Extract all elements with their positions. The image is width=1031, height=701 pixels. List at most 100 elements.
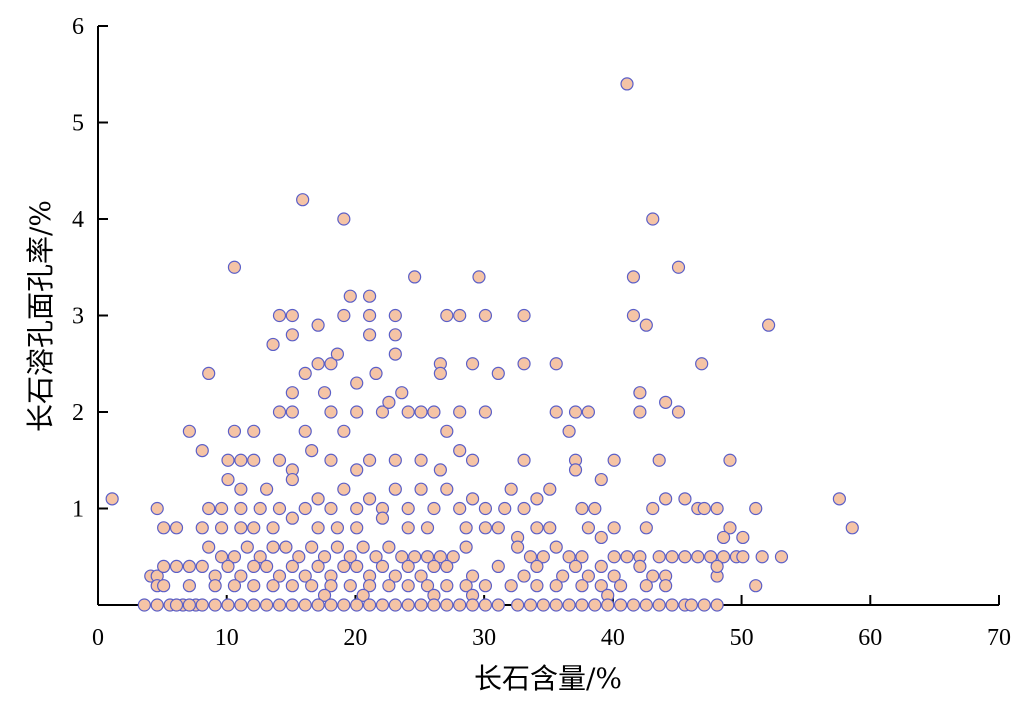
data-point [723,453,737,467]
data-point [665,550,679,564]
data-point [414,405,428,419]
data-point [427,501,441,516]
data-point [285,405,299,419]
data-point [511,540,525,554]
data-point [710,598,724,612]
data-point [607,521,621,535]
data-point [247,598,261,612]
data-point [260,482,274,496]
data-point [613,598,628,612]
data-point [607,550,621,564]
data-point [150,598,164,612]
data-point [247,521,261,535]
data-point [356,540,370,554]
data-point [182,598,196,612]
data-point [832,492,846,506]
data-point [517,501,531,516]
data-point [260,559,274,574]
data-point [440,598,454,612]
data-point [549,579,563,593]
data-point [247,424,261,438]
data-point [214,501,229,516]
data-point [369,550,383,564]
data-point [298,424,312,438]
data-point [549,598,563,612]
data-point [388,453,402,467]
data-point [272,569,287,583]
data-point [296,193,310,207]
data-point [414,453,428,467]
data-point [433,366,447,380]
data-point [272,598,287,612]
y-tick-label: 4 [72,207,84,233]
data-point [626,308,641,323]
data-point [697,501,711,516]
data-point [350,463,364,477]
data-point [343,579,357,593]
data-point [234,482,248,496]
data-point [530,579,544,593]
data-point [646,212,660,226]
data-point [472,270,486,284]
data-point [169,521,184,535]
data-point [678,492,692,506]
data-point [388,482,402,496]
data-point [169,598,184,612]
data-point [633,559,647,574]
data-point [465,357,480,371]
data-point [227,424,242,438]
data-point [350,376,364,390]
data-point [382,395,396,409]
data-point [388,308,402,323]
data-point [626,270,641,284]
data-point [292,550,306,564]
data-point [369,366,383,380]
x-tick-label: 50 [730,625,754,651]
data-point [478,579,493,593]
data-point [317,386,332,400]
data-point [324,453,338,467]
data-point [459,540,473,554]
data-point [517,569,531,583]
data-point [704,550,718,564]
data-point [671,405,686,419]
data-point [671,260,686,274]
axes [97,26,999,606]
data-point [453,405,467,419]
data-point [639,318,653,332]
data-point [478,501,493,516]
data-point [414,569,428,583]
data-point [317,588,332,602]
y-tick-label: 2 [72,400,84,426]
data-point [157,521,171,535]
x-ticks: 0 10 20 30 40 50 60 70 [92,595,1011,651]
data-point [710,559,724,574]
y-tick-label: 3 [72,304,84,330]
data-point [639,521,653,535]
data-point [305,540,319,554]
data-point [459,521,473,535]
data-point [420,579,435,593]
data-point [382,540,396,554]
data-point [433,550,447,564]
data-point [208,598,222,612]
data-point [755,550,769,564]
data-point [478,308,493,323]
data-point [465,569,480,583]
data-point [710,501,724,516]
data-point [305,579,319,593]
data-point [202,540,216,554]
data-point [607,569,621,583]
data-points [105,77,859,612]
data-point [337,482,351,496]
data-point [266,337,280,352]
data-point [440,482,454,496]
data-point [350,559,364,574]
x-tick-label: 0 [92,625,104,651]
data-point [221,598,235,612]
data-point [195,598,209,612]
data-point [453,598,467,612]
data-point [324,357,338,371]
data-point [234,501,248,516]
data-point [272,308,287,323]
